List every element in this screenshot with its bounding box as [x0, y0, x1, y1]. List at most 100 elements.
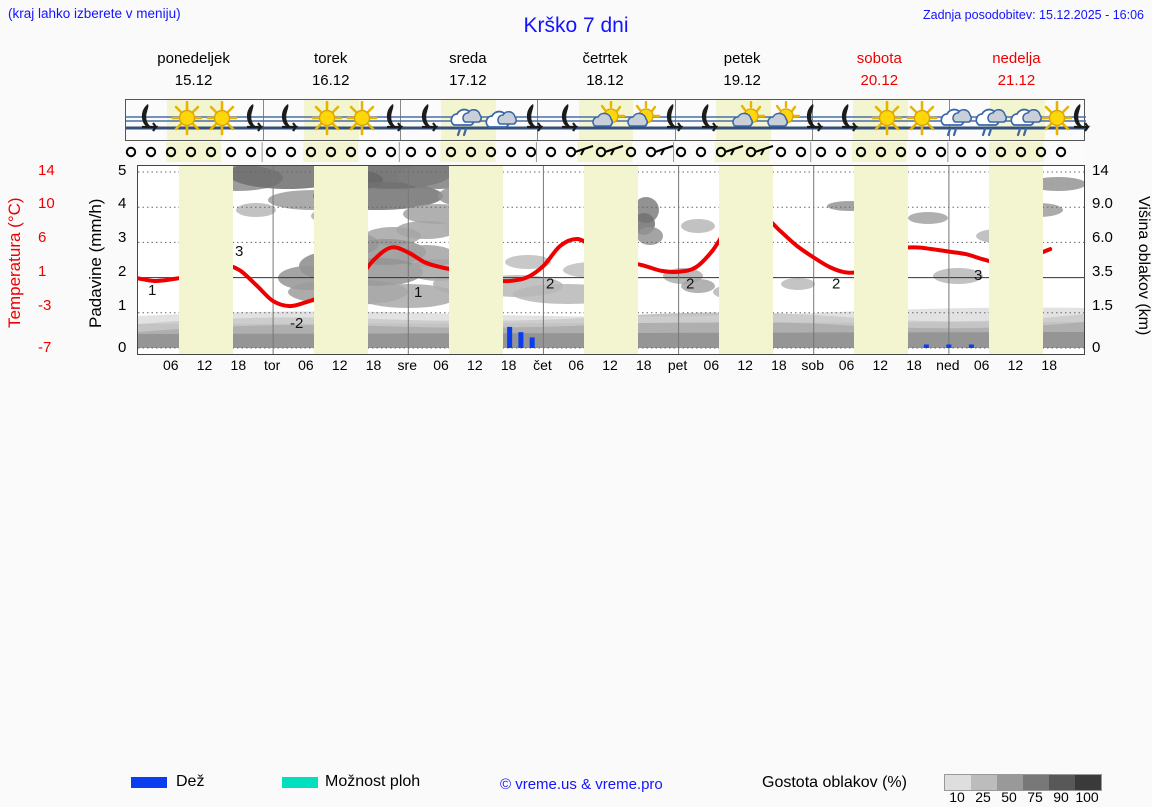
showers-legend-label: Možnost ploh [325, 773, 421, 790]
precipitation-tick-4: 1 [118, 297, 127, 314]
time-tick-label: 18 [1041, 357, 1057, 373]
daylight-band [854, 166, 909, 354]
time-tick-label: 06 [838, 357, 855, 373]
moon-icon [832, 101, 872, 139]
last-updated-text: Zadnja posodobitev: 15.12.2025 - 16:06 [922, 8, 1144, 22]
time-tick-label: 06 [703, 357, 720, 373]
moon-icon [272, 101, 312, 139]
temperature-tick-5: -7 [38, 339, 52, 356]
day-name: petek [723, 50, 761, 67]
temperature-label: 2 [686, 276, 694, 293]
showers-legend-swatch [282, 777, 318, 788]
temperature-label: 3 [235, 243, 243, 260]
time-tick-label: ned [936, 357, 960, 373]
rain-legend-swatch [131, 777, 167, 788]
moon-icon [1064, 101, 1104, 139]
cloud-icon [482, 101, 522, 139]
moon-icon [132, 101, 172, 139]
time-tick-label: čet [533, 357, 552, 373]
day-date: 18.12 [586, 72, 624, 89]
time-tick-label: 18 [365, 357, 382, 373]
precipitation-tick-0: 5 [118, 162, 127, 179]
cloud-density-tick-2: 50 [1001, 789, 1017, 805]
time-tick-label: 12 [1007, 357, 1024, 373]
day-name: četrtek [582, 50, 628, 67]
time-tick-label: 06 [973, 357, 990, 373]
time-tick-label: 12 [602, 357, 618, 373]
time-tick-label: 18 [500, 357, 517, 373]
location-menu-note[interactable]: (kraj lahko izberete v meniju) [8, 6, 181, 21]
time-tick-label: 12 [331, 357, 348, 373]
chart-legend: Dež Možnost ploh © vreme.us & vreme.pro … [0, 385, 1152, 805]
day-date: 15.12 [174, 72, 213, 89]
cloud-height-tick-1: 9.0 [1092, 195, 1113, 212]
moon-icon [377, 101, 417, 139]
cloud-rain-icon [972, 101, 1012, 139]
time-tick-label: 06 [433, 357, 449, 373]
day-name: ponedeljek [157, 50, 230, 67]
cloud-density-step-1 [971, 775, 997, 790]
time-tick-label: 18 [230, 357, 247, 373]
cloud-density-scale-labels: 10 25 50 75 90 100 [944, 789, 1112, 807]
cloud-height-tick-5: 0 [1092, 339, 1101, 356]
cloud-density-step-5 [1075, 775, 1101, 790]
day-separator [674, 100, 676, 140]
day-header-2: torek 16.12 [262, 48, 399, 96]
time-tick-label: 12 [467, 357, 483, 373]
day-date: 16.12 [311, 72, 350, 89]
day-header-row: ponedeljek 15.12 torek 16.12 sreda 17.12 četrt… [125, 48, 1085, 96]
day-date: 21.12 [997, 72, 1036, 89]
temperature-tick-2: 6 [38, 229, 47, 246]
precipitation-tick-2: 3 [118, 229, 127, 246]
time-tick-label: 18 [635, 357, 652, 373]
day-date: 17.12 [449, 72, 487, 89]
day-separator [263, 100, 265, 140]
moon-icon [412, 101, 452, 139]
day-date: 19.12 [723, 72, 761, 89]
time-tick-label: 12 [872, 357, 889, 373]
day-separator [537, 100, 539, 140]
day-name: nedelja [992, 50, 1041, 67]
time-tick-label: sre [397, 357, 418, 373]
day-header-1: ponedeljek 15.12 [125, 48, 262, 96]
day-name: sreda [449, 50, 487, 67]
day-name: torek [314, 50, 348, 67]
time-tick-label: tor [263, 357, 281, 373]
cloud-rain-icon [1007, 101, 1047, 139]
wind-symbol-strip [125, 142, 1085, 162]
sun-icon [167, 100, 207, 139]
cloud-rain-icon [937, 101, 977, 139]
temperature-tick-0: 14 [38, 162, 55, 179]
page-title: Krško 7 dni [523, 14, 629, 37]
moon-icon [552, 101, 592, 139]
moon-icon [657, 101, 697, 139]
time-tick-label: sob [801, 357, 824, 373]
cloud-height-tick-0: 14 [1092, 162, 1109, 179]
day-separator [811, 100, 813, 140]
moon-icon [797, 101, 837, 139]
forecast-plot: 13-251629292535 [137, 165, 1085, 355]
precipitation-tick-1: 4 [118, 195, 127, 212]
moon-icon [517, 101, 557, 139]
time-tick-label: 12 [737, 357, 753, 373]
day-header-7: nedelja 21.12 [948, 48, 1085, 96]
rain-legend-label: Dež [176, 773, 205, 790]
day-name: sobota [856, 50, 902, 67]
day-header-5: petek 19.12 [674, 48, 811, 96]
time-tick-label: 18 [906, 357, 922, 373]
daylight-band [178, 166, 233, 354]
temperature-label: 1 [414, 284, 422, 301]
sun-cloud-icon [622, 100, 662, 139]
daylight-band [719, 166, 774, 354]
sun-icon [307, 100, 347, 139]
copyright-link[interactable]: © vreme.us & vreme.pro [500, 776, 663, 793]
cloud-density-tick-5: 100 [1075, 789, 1099, 805]
day-header-4: četrtek 18.12 [536, 48, 673, 96]
wind-symbols [125, 142, 1067, 162]
cloud-density-tick-0: 10 [949, 789, 965, 805]
cloud-density-tick-1: 25 [975, 789, 991, 805]
precipitation-tick-3: 2 [118, 263, 127, 280]
time-axis: 06 12 18 tor 06 12 18 sre 06 12 18 čet 06 12 18 pet 06 12… [137, 357, 1085, 377]
day-separator [400, 100, 402, 140]
moon-icon [237, 101, 277, 139]
